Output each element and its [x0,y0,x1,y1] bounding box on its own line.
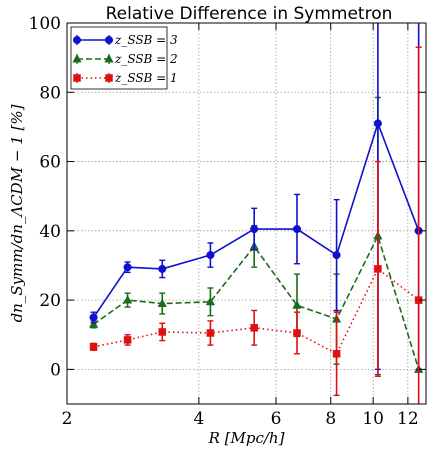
data-point [205,296,216,306]
series-layer [88,23,424,404]
x-tick-label: 8 [325,409,336,429]
data-point [374,265,382,273]
legend-marker [72,53,82,63]
y-tick-label: 60 [39,153,61,173]
legend-label: z_SSB = 1 [114,71,178,85]
ticks: 2 4 6 8 10 12 0 20 40 60 80 100 [29,14,426,429]
data-point [292,225,302,234]
y-tick-label: 100 [29,14,61,34]
data-point [293,329,301,337]
series-2 [89,46,423,404]
legend-marker [104,35,114,45]
series-line [92,121,420,318]
y-tick-label: 0 [50,360,61,380]
data-point [250,225,259,234]
y-tick-label: 40 [39,222,61,242]
plot-frame [66,22,427,405]
x-tick-label: 4 [193,409,204,429]
legend-label: z_SSB = 2 [114,52,178,66]
legend-marker [73,74,81,82]
legend-label: z_SSB = 3 [114,33,178,47]
x-tick-label: 10 [362,409,384,429]
data-point [250,324,258,332]
data-point [122,294,133,304]
data-point [158,264,167,273]
x-tick-label: 12 [397,409,419,429]
data-point [89,313,98,322]
x-axis-label: R [Mpc/h] [208,429,285,447]
data-point [158,328,167,336]
series-line [93,233,420,370]
legend: z_SSB = 3 z_SSB = 2 z_SSB = 1 [70,26,178,90]
y-axis-label: dn_Symm/dn_ΛCDM − 1 [%] [8,104,26,322]
x-tick-label: 2 [62,409,73,429]
data-point [123,263,132,272]
data-point [206,329,215,337]
data-point [206,251,215,260]
legend-marker [72,35,82,45]
data-point [89,343,98,351]
data-point [157,298,167,308]
data-point [373,119,382,128]
data-point [292,300,302,309]
data-point [88,319,99,328]
data-point [332,251,341,260]
legend-marker [105,74,113,82]
data-point [123,336,132,344]
chart-title: Relative Difference in Symmetron [106,4,393,24]
y-tick-label: 80 [39,83,61,103]
data-point [332,350,341,358]
series-line [93,267,420,355]
y-tick-label: 20 [39,291,61,311]
x-tick-label: 6 [271,409,282,429]
grid [66,22,426,404]
legend-marker [104,53,114,63]
